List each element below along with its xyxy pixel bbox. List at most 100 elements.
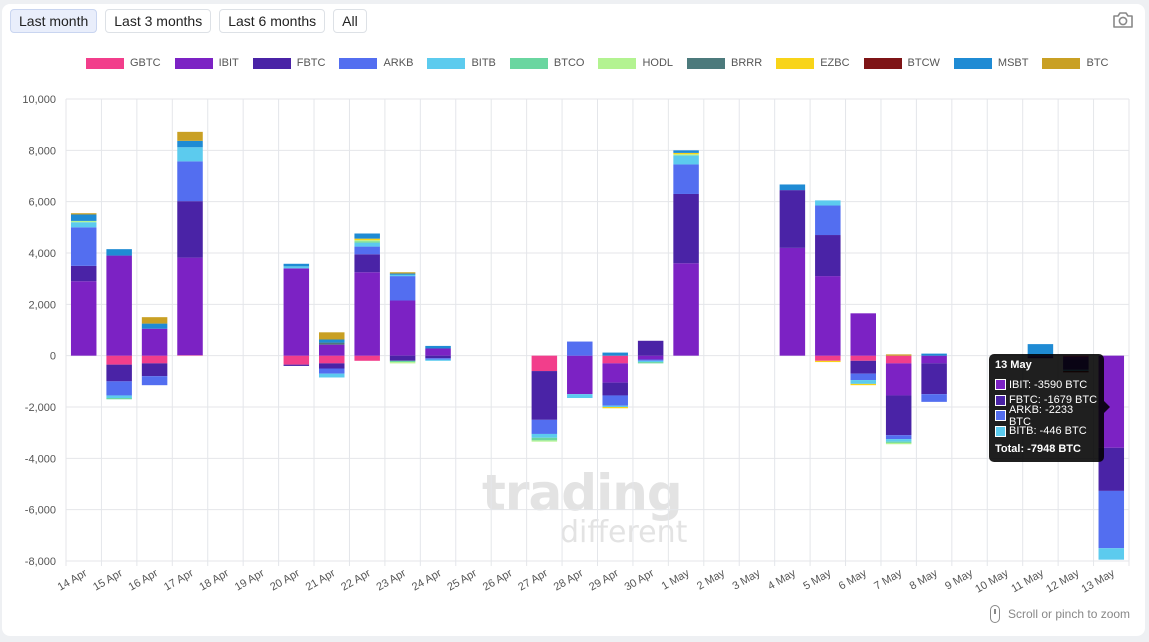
bar-segment-btco <box>389 360 416 363</box>
x-tick-label: 16 Apr <box>127 567 161 593</box>
bar-segment-msbt <box>779 184 806 191</box>
watermark-line2: different <box>560 515 688 550</box>
x-tick-label: 24 Apr <box>410 567 444 593</box>
legend-item-btco[interactable]: BTCO <box>509 57 584 69</box>
bar-segment-arkb <box>106 381 132 396</box>
y-tick-label: -4,000 <box>25 453 56 465</box>
bar-segment-ibit <box>354 272 380 356</box>
tooltip-row: BITB: -446 BTC <box>995 424 1098 440</box>
bar-segment-btco <box>106 398 132 400</box>
range-last-month-button[interactable]: Last month <box>10 9 98 33</box>
bar-segment-msbt <box>673 150 699 153</box>
bar-segment-bitb <box>673 155 699 165</box>
zoom-hint: Scroll or pinch to zoom <box>990 605 1130 623</box>
legend-label: FBTC <box>296 57 326 69</box>
legend-label: EZBC <box>820 57 850 69</box>
tooltip-swatch <box>995 394 1006 406</box>
bar-segment-ezbc <box>850 383 876 386</box>
y-tick-label: -2,000 <box>25 402 56 414</box>
x-tick-label: 21 Apr <box>304 567 338 593</box>
bar-segment-btco <box>637 362 664 364</box>
legend-swatch <box>776 57 815 69</box>
bar-segment-ibit <box>815 276 841 356</box>
legend-item-ezbc[interactable]: EZBC <box>776 57 850 69</box>
legend-item-msbt[interactable]: MSBT <box>953 57 1028 69</box>
legend-swatch <box>427 57 466 69</box>
bar-segment-arkb <box>425 358 451 360</box>
range-all-button[interactable]: All <box>333 9 367 33</box>
legend-item-brrr[interactable]: BRRR <box>687 57 762 69</box>
bar-segment-fbtc <box>602 382 628 396</box>
bar-segment-btco <box>885 441 912 443</box>
x-tick-label: 2 May <box>695 567 727 593</box>
bar-segment-bitb <box>602 405 628 407</box>
range-selector: Last month Last 3 months Last 6 months A… <box>10 9 367 33</box>
legend-item-bitb[interactable]: BITB <box>427 57 496 69</box>
bar-segment-msbt <box>106 249 132 256</box>
bar-segment-ibit <box>425 348 451 356</box>
legend-swatch <box>863 57 902 69</box>
x-tick-label: 25 Apr <box>445 567 479 593</box>
bar-segment-ibit <box>602 363 628 383</box>
bar-segment-ibit <box>106 255 132 356</box>
bar-segment-ezbc <box>673 152 699 155</box>
y-tick-label: 4,000 <box>28 248 56 260</box>
bar-segment-hodl <box>389 362 416 364</box>
legend-item-arkb[interactable]: ARKB <box>339 57 413 69</box>
bar-segment-arkb <box>637 359 664 361</box>
range-last-3-months-button[interactable]: Last 3 months <box>105 9 212 33</box>
bar-segment-btc <box>70 213 97 215</box>
bar-segment-hodl <box>354 240 380 242</box>
bar-segment-msbt <box>141 323 168 329</box>
legend-label: BITB <box>471 57 496 69</box>
bar-segment-fbtc <box>425 355 451 359</box>
legend-item-fbtc[interactable]: FBTC <box>252 57 326 69</box>
bar-segment-msbt <box>177 140 203 148</box>
legend-item-ibit[interactable]: IBIT <box>174 57 239 69</box>
bar-segment-arkb <box>1098 490 1125 549</box>
legend-item-hodl[interactable]: HODL <box>598 57 673 69</box>
chart-tooltip: 13 May IBIT: -3590 BTC FBTC: -1679 BTC A… <box>989 354 1110 462</box>
tooltip-row: FBTC: -1679 BTC <box>995 393 1098 409</box>
tooltip-swatch <box>995 379 1006 391</box>
x-tick-label: 18 Apr <box>197 567 231 593</box>
x-tick-label: 19 Apr <box>233 567 267 593</box>
range-last-6-months-button[interactable]: Last 6 months <box>219 9 326 33</box>
legend-label: BRRR <box>731 57 763 69</box>
bar-segment-ibit <box>885 363 912 396</box>
bar-segment-btc <box>885 354 912 356</box>
x-tick-label: 22 Apr <box>339 567 373 593</box>
bar-segment-fbtc <box>779 190 806 248</box>
bar-segment-fbtc <box>354 254 380 273</box>
bar-segment-msbt <box>319 339 345 343</box>
x-tick-label: 29 Apr <box>587 567 621 593</box>
bar-segment-bitb <box>567 394 593 399</box>
x-tick-label: 7 May <box>872 567 904 593</box>
bar-segment-fbtc <box>850 360 876 374</box>
x-tick-label: 5 May <box>801 567 833 593</box>
y-tick-label: -6,000 <box>25 505 56 517</box>
bar-segment-ibit <box>177 257 203 356</box>
bar-segment-bitb <box>106 395 132 399</box>
y-tick-label: 10,000 <box>22 94 56 106</box>
bar-segment-fbtc <box>531 371 558 420</box>
bar-segment-hodl <box>531 440 558 442</box>
y-tick-label: 6,000 <box>28 197 56 209</box>
x-tick-label: 10 May <box>973 567 1011 596</box>
bar-segment-fbtc <box>70 265 97 282</box>
legend-item-btcw[interactable]: BTCW <box>863 57 940 69</box>
bar-segment-msbt <box>389 273 416 275</box>
bar-segment-btc <box>177 131 203 141</box>
legend-item-btc[interactable]: BTC <box>1042 57 1108 69</box>
legend-label: BTC <box>1086 57 1109 69</box>
bar-segment-fbtc <box>921 363 947 395</box>
legend-swatch <box>252 57 291 69</box>
bar-segment-ibit <box>283 268 310 356</box>
camera-icon[interactable] <box>1112 10 1134 30</box>
legend-item-gbtc[interactable]: GBTC <box>86 57 161 69</box>
legend-swatch <box>598 57 637 69</box>
bar-segment-fbtc <box>637 340 664 356</box>
bar-segment-arkb <box>673 164 699 194</box>
bar-segment-arkb <box>815 205 841 236</box>
